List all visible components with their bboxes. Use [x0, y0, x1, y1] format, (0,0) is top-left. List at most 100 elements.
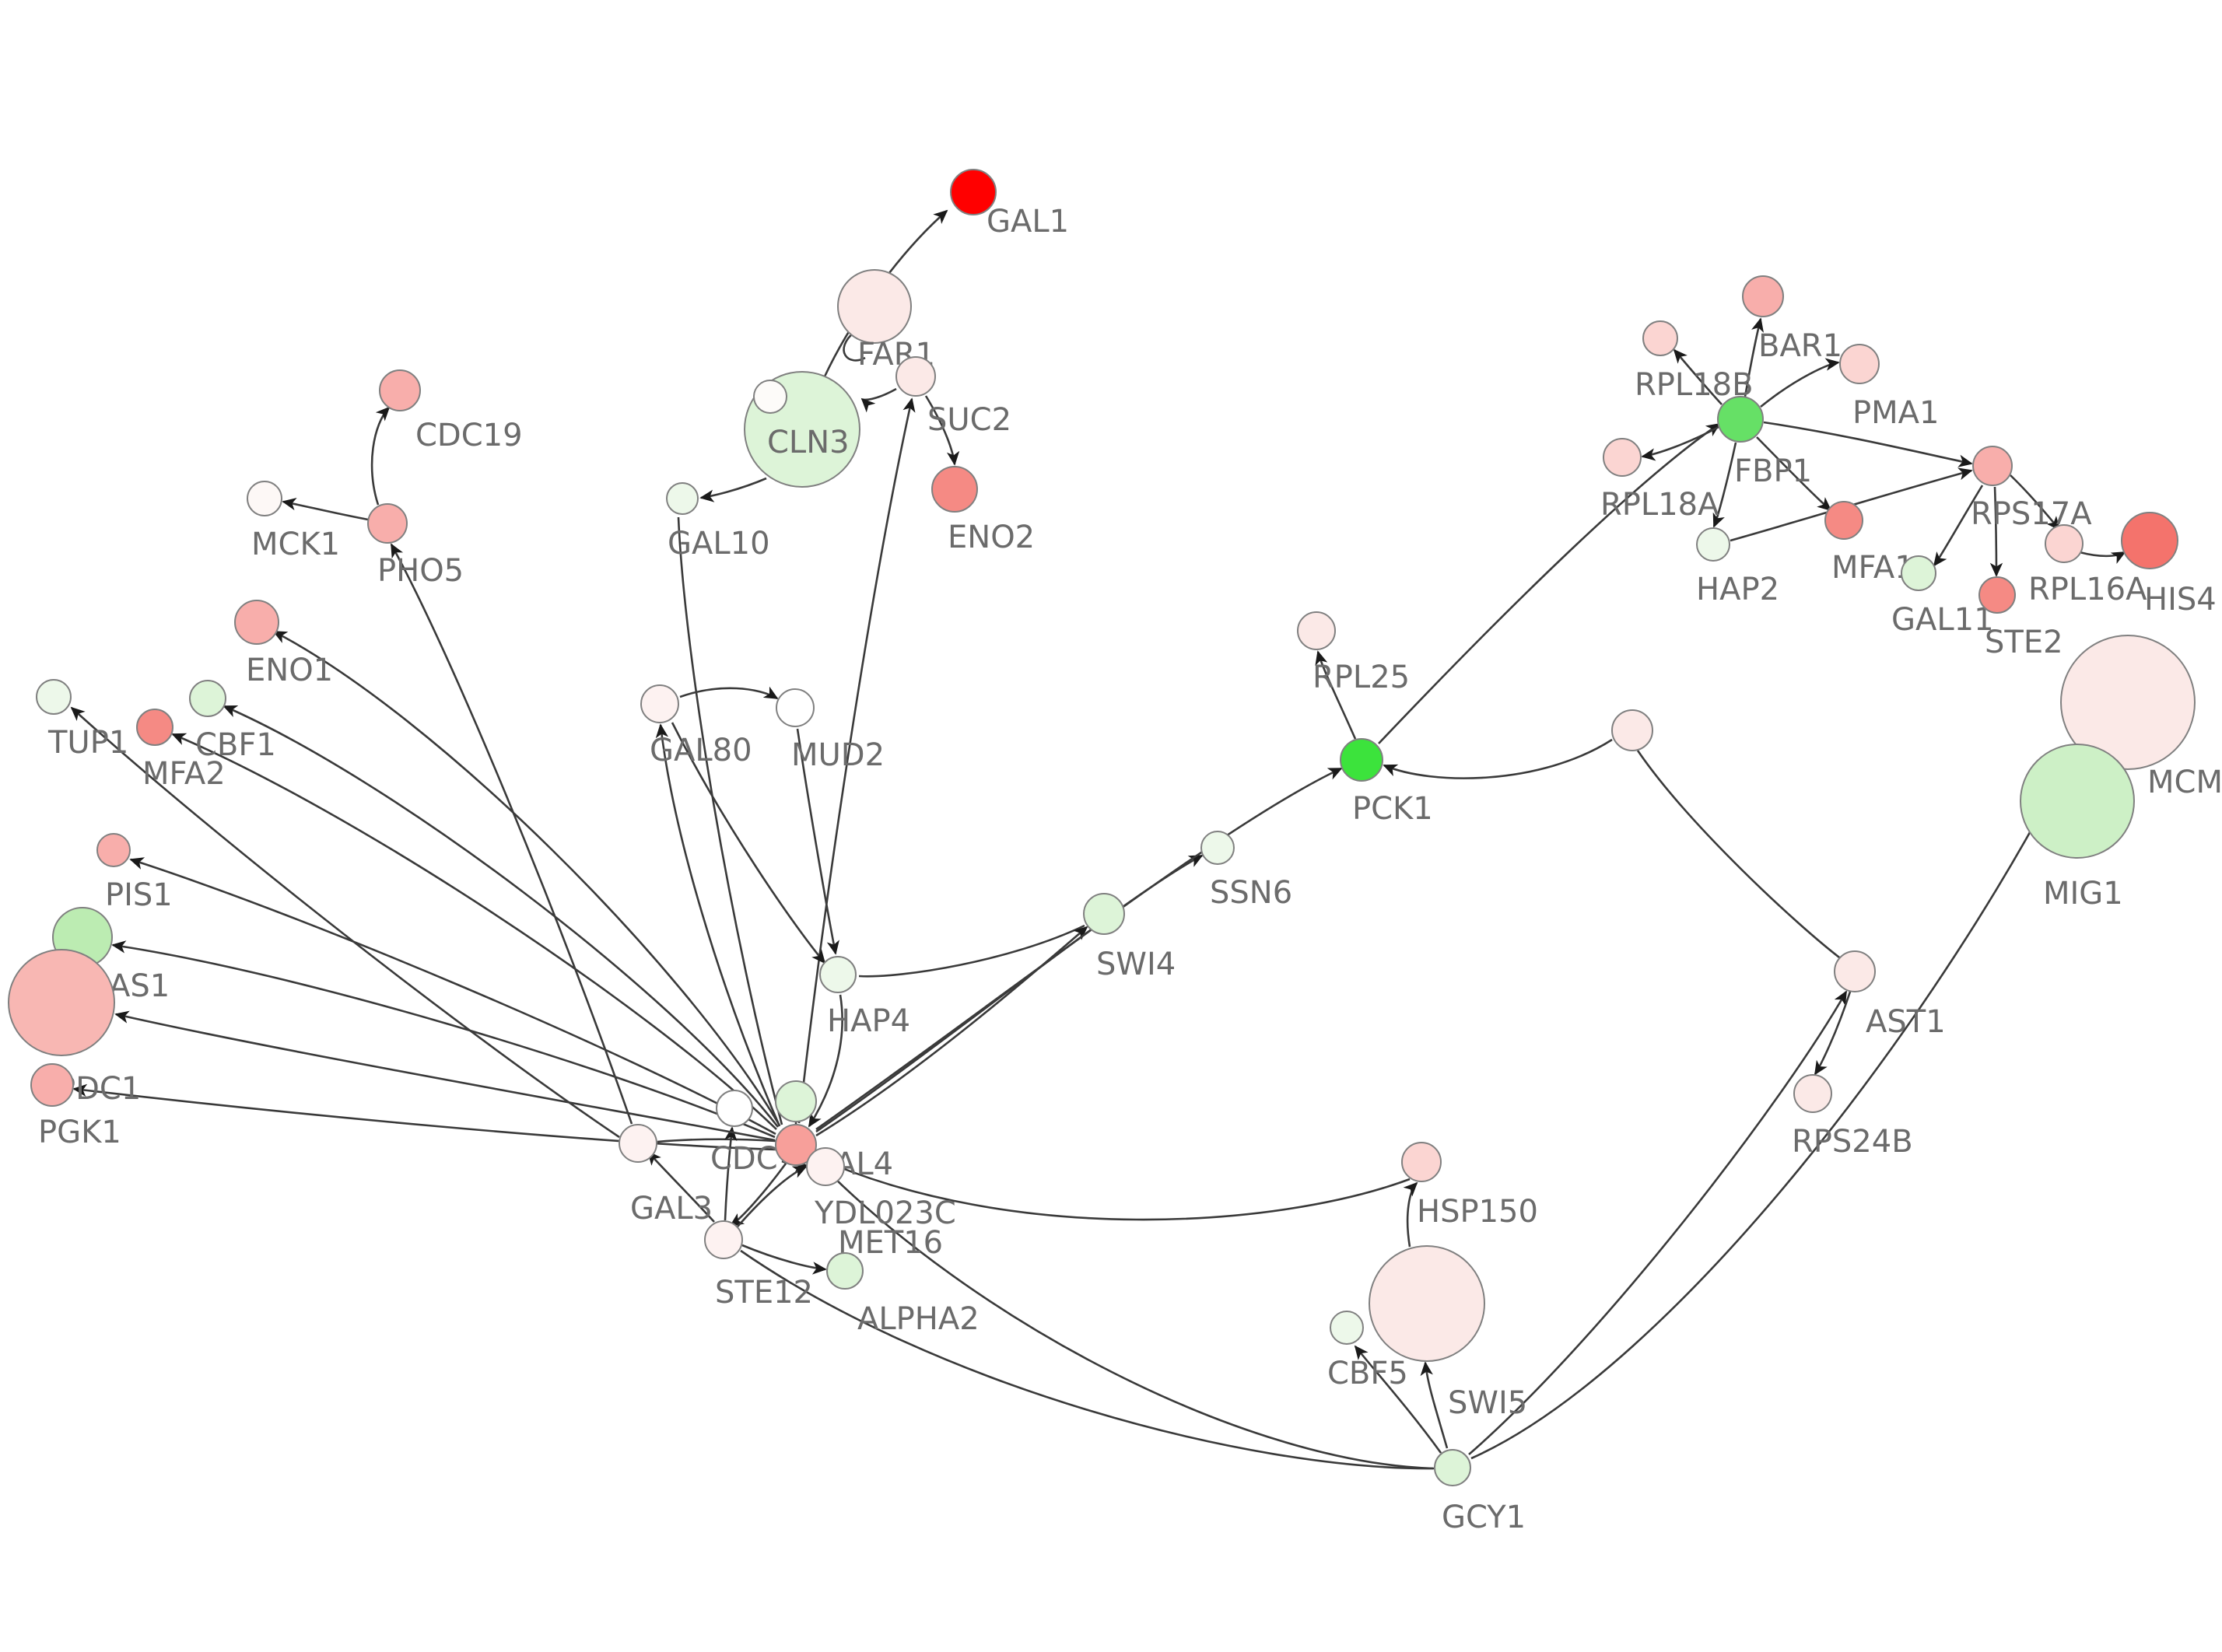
graph-node-gal1[interactable] [950, 169, 997, 215]
edge [671, 722, 826, 964]
node-label-cdc19: CDC19 [415, 418, 523, 453]
graph-node-mck1[interactable] [247, 481, 282, 516]
graph-node-unlabeled_r[interactable] [1611, 709, 1653, 751]
edge [737, 1165, 808, 1227]
graph-node-ste12[interactable] [704, 1220, 743, 1259]
node-label-rpl18a: RPL18A [1600, 487, 1719, 523]
node-label-eno2: ENO2 [948, 520, 1036, 555]
graph-node-gal11[interactable] [1901, 555, 1936, 591]
graph-node-pho5[interactable] [367, 503, 408, 544]
node-label-pho5: PHO5 [377, 553, 464, 589]
node-label-gal10: GAL10 [668, 526, 770, 562]
node-label-swi4: SWI4 [1096, 947, 1176, 982]
edge [1383, 738, 1613, 779]
graph-node-rpl16a[interactable] [2045, 524, 2084, 563]
graph-node-pis1[interactable] [96, 833, 131, 867]
edge [1378, 422, 1721, 744]
node-label-alpha2: ALPHA2 [857, 1301, 980, 1337]
node-label-gcy1: GCY1 [1442, 1500, 1526, 1535]
node-label-pck1: PCK1 [1352, 791, 1433, 827]
graph-node-gcy1[interactable] [1434, 1449, 1471, 1486]
graph-node-fbp1[interactable] [1717, 396, 1764, 443]
edge [223, 705, 780, 1128]
edge [1315, 650, 1357, 740]
graph-node-ast1[interactable] [1834, 950, 1876, 992]
graph-node-bar1[interactable] [1742, 275, 1784, 317]
edge [729, 1163, 787, 1227]
edge [1636, 750, 1843, 961]
edge [390, 543, 633, 1125]
edge [860, 387, 897, 413]
graph-node-cbf5[interactable] [1330, 1311, 1364, 1345]
graph-node-eno1[interactable] [234, 600, 279, 645]
edge [111, 940, 776, 1139]
edge [1730, 467, 1973, 542]
edge [843, 330, 866, 362]
graph-node-ste2[interactable] [1978, 576, 2016, 614]
node-label-mig1: MIG1 [2043, 876, 2123, 912]
graph-node-tup1[interactable] [36, 679, 72, 715]
graph-node-ydl023c[interactable] [806, 1147, 845, 1186]
edge [858, 924, 1085, 978]
edge [679, 686, 779, 700]
graph-node-gal3[interactable] [619, 1124, 657, 1163]
edge [815, 1156, 1411, 1221]
graph-node-mig1[interactable] [2020, 744, 2135, 859]
graph-node-suc2[interactable] [895, 356, 936, 397]
node-label-gal1: GAL1 [987, 204, 1070, 240]
edge [1420, 1361, 1449, 1449]
graph-node-gal10[interactable] [666, 482, 699, 515]
graph-node-gal80[interactable] [640, 684, 679, 723]
node-label-ast1: AST1 [1866, 1004, 1946, 1040]
graph-node-cdc[interactable] [716, 1090, 753, 1127]
edge [2079, 551, 2126, 565]
edge [1989, 486, 2003, 577]
node-label-as1: AS1 [109, 968, 170, 1004]
graph-node-cdc19[interactable] [379, 369, 421, 411]
node-label-ydl023c: YDL023C [815, 1195, 956, 1231]
graph-node-ssn6[interactable] [1200, 831, 1235, 865]
graph-node-pma1[interactable] [1839, 344, 1880, 384]
node-label-mud2: MUD2 [791, 737, 885, 773]
graph-node-met16_green[interactable] [775, 1080, 817, 1122]
graph-node-mfa1[interactable] [1824, 501, 1863, 540]
graph-node-rpl18b[interactable] [1642, 320, 1678, 356]
edge [282, 498, 369, 521]
graph-node-mud2[interactable] [776, 688, 815, 727]
edge [677, 516, 783, 1125]
graph-node-rpl18a[interactable] [1603, 438, 1642, 477]
edge [797, 397, 916, 1124]
node-label-cdc: CDC [710, 1141, 778, 1177]
graph-node-swi5[interactable] [1369, 1245, 1485, 1362]
graph-node-swi4[interactable] [1083, 893, 1125, 935]
node-label-bar1: BAR1 [1758, 328, 1843, 364]
node-label-ste12: STE12 [715, 1275, 813, 1311]
node-label-his4: HIS4 [2144, 582, 2217, 618]
graph-node-far1[interactable] [837, 269, 912, 344]
graph-node-pdc1[interactable] [8, 949, 115, 1056]
graph-node-rpl25[interactable] [1297, 611, 1336, 650]
graph-node-pgk1[interactable] [30, 1063, 74, 1107]
node-label-fbp1: FBP1 [1734, 453, 1813, 489]
edge [171, 733, 777, 1130]
graph-node-alpha2[interactable] [826, 1252, 864, 1290]
node-label-rpl16a: RPL16A [2028, 572, 2147, 607]
graph-node-rps24b[interactable] [1793, 1074, 1832, 1113]
edge [1673, 348, 1723, 405]
graph-node-rps17a[interactable] [1972, 446, 2013, 486]
graph-node-hap4[interactable] [819, 956, 857, 993]
node-label-swi5: SWI5 [1448, 1385, 1528, 1421]
node-label-rps24b: RPS24B [1792, 1124, 1913, 1160]
graph-node-eno2[interactable] [931, 466, 978, 513]
graph-node-his4[interactable] [2121, 512, 2178, 569]
graph-node-hsp150[interactable] [1401, 1142, 1442, 1182]
graph-node-hap2[interactable] [1696, 527, 1730, 562]
node-label-ssn6: SSN6 [1210, 875, 1293, 911]
node-label-pma1: PMA1 [1852, 395, 1940, 431]
graph-node-mfa2[interactable] [136, 709, 173, 746]
graph-node-cbf1[interactable] [189, 680, 226, 717]
node-label-ste2: STE2 [1985, 625, 2063, 660]
edge [272, 630, 781, 1126]
graph-node-rap1_node[interactable] [753, 380, 787, 414]
graph-node-pck1[interactable] [1340, 738, 1383, 782]
